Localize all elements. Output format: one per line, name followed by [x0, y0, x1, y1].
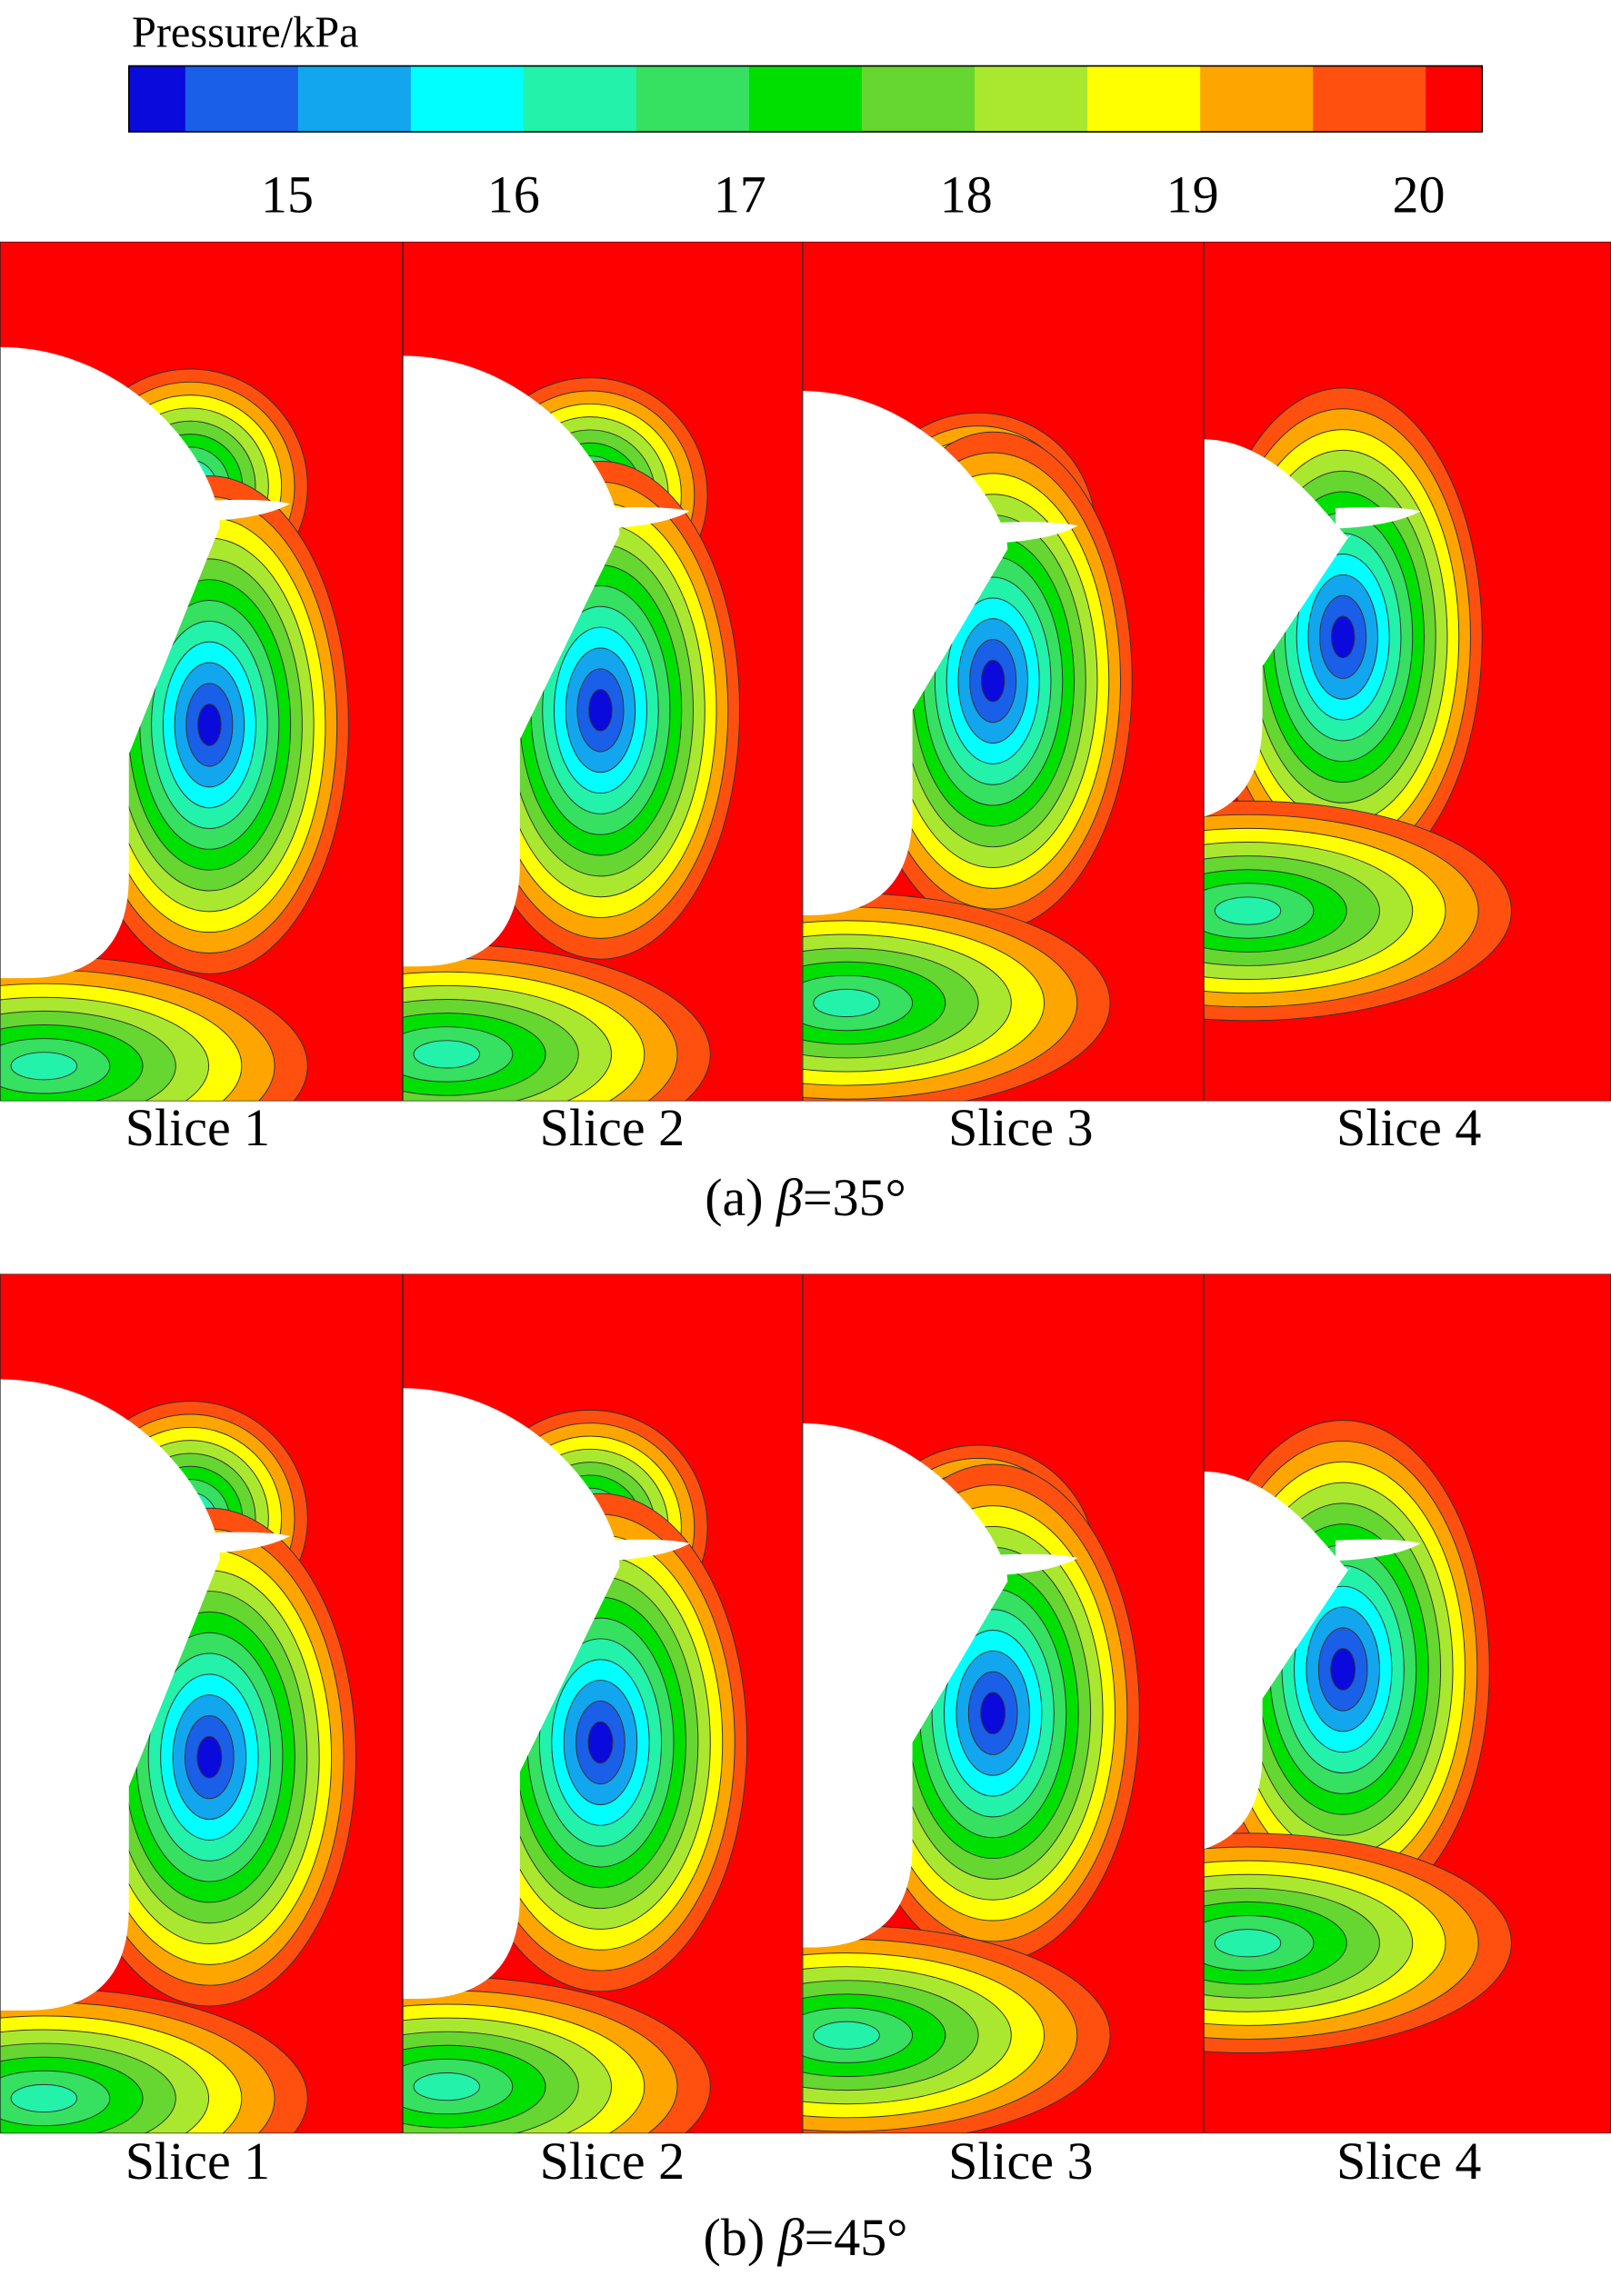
slice-label: Slice 2: [540, 2131, 685, 2191]
wing: [993, 522, 1078, 544]
body: [0, 346, 220, 979]
wing: [1336, 1539, 1421, 1562]
colorbar-segment: [410, 65, 525, 133]
colorbar-segment: [975, 65, 1088, 133]
contour-band: [10, 2083, 78, 2113]
body: [403, 355, 620, 967]
contour-band: [197, 704, 222, 746]
colorbar-title: Pressure/kPa: [132, 9, 359, 57]
colorbar-segment: [1200, 65, 1314, 133]
contour-band: [813, 2021, 880, 2050]
slice-plot: [802, 241, 1205, 1102]
colorbar-frame: [127, 65, 1484, 133]
slice-label: Slice 1: [125, 1098, 270, 1157]
slice-plot: [802, 1273, 1205, 2134]
contour-band: [588, 689, 613, 732]
slice-plot: [1204, 1273, 1611, 2134]
body: [1204, 439, 1351, 824]
contour-band: [1214, 896, 1282, 925]
body: [403, 1388, 620, 1999]
slice-label: Slice 3: [948, 2131, 1093, 2191]
wing: [993, 1553, 1078, 1576]
wing: [205, 1532, 290, 1554]
body: [0, 1379, 220, 2011]
panel-caption: (a) β=35°: [705, 1168, 906, 1227]
contour-band: [587, 1721, 614, 1764]
colorbar-segment: [1426, 65, 1484, 133]
contour-band: [813, 988, 880, 1018]
slice-label: Slice 2: [540, 1098, 685, 1157]
slice-label: Slice 1: [125, 2131, 270, 2191]
wing: [205, 499, 290, 522]
colorbar-segment: [128, 65, 186, 133]
colorbar-segment: [297, 65, 412, 133]
caption-symbol: β: [775, 1168, 803, 1227]
colorbar-tick-label: 15: [261, 165, 314, 225]
contour-band: [413, 1040, 481, 1069]
contour-band: [1330, 615, 1356, 659]
colorbar-segment: [185, 65, 299, 133]
wing: [1336, 506, 1421, 529]
caption-value: =35°: [803, 1168, 906, 1227]
contour-band: [980, 659, 1006, 703]
body: [1204, 1472, 1351, 1856]
colorbar-segment: [1087, 65, 1201, 133]
colorbar-tick-label: 18: [940, 165, 993, 225]
wing: [605, 506, 690, 529]
wing: [605, 1539, 690, 1562]
caption-label: (b): [704, 2208, 765, 2267]
contour-band: [980, 1692, 1006, 1735]
colorbar-tick-label: 20: [1393, 165, 1446, 225]
colorbar-segment: [748, 65, 863, 133]
colorbar-tick-label: 16: [487, 165, 540, 225]
slice-plot: [0, 1273, 403, 2134]
caption-label: (a): [705, 1168, 763, 1227]
body: [802, 391, 1008, 915]
colorbar-segment: [1313, 65, 1427, 133]
panel-caption: (b) β=45°: [704, 2208, 908, 2267]
slice-label: Slice 3: [948, 1098, 1093, 1157]
body: [802, 1423, 1008, 1948]
colorbar-tick-label: 17: [714, 165, 766, 225]
contour-band: [196, 1735, 223, 1779]
contour-band: [413, 2072, 481, 2101]
slice-label: Slice 4: [1336, 2131, 1481, 2191]
contour-band: [1330, 1648, 1356, 1691]
colorbar-segment: [862, 65, 976, 133]
slice-plot: [403, 241, 803, 1102]
caption-value: =45°: [805, 2208, 908, 2267]
caption-symbol: β: [777, 2208, 805, 2267]
slice-plot: [0, 241, 403, 1102]
contour-band: [1214, 1929, 1282, 1958]
colorbar-segment: [635, 65, 750, 133]
colorbar-segment: [523, 65, 637, 133]
slice-plot: [1204, 241, 1611, 1102]
slice-plot: [403, 1273, 803, 2134]
slice-label: Slice 4: [1336, 1098, 1481, 1157]
contour-band: [10, 1052, 78, 1081]
colorbar-tick-label: 19: [1166, 165, 1219, 225]
